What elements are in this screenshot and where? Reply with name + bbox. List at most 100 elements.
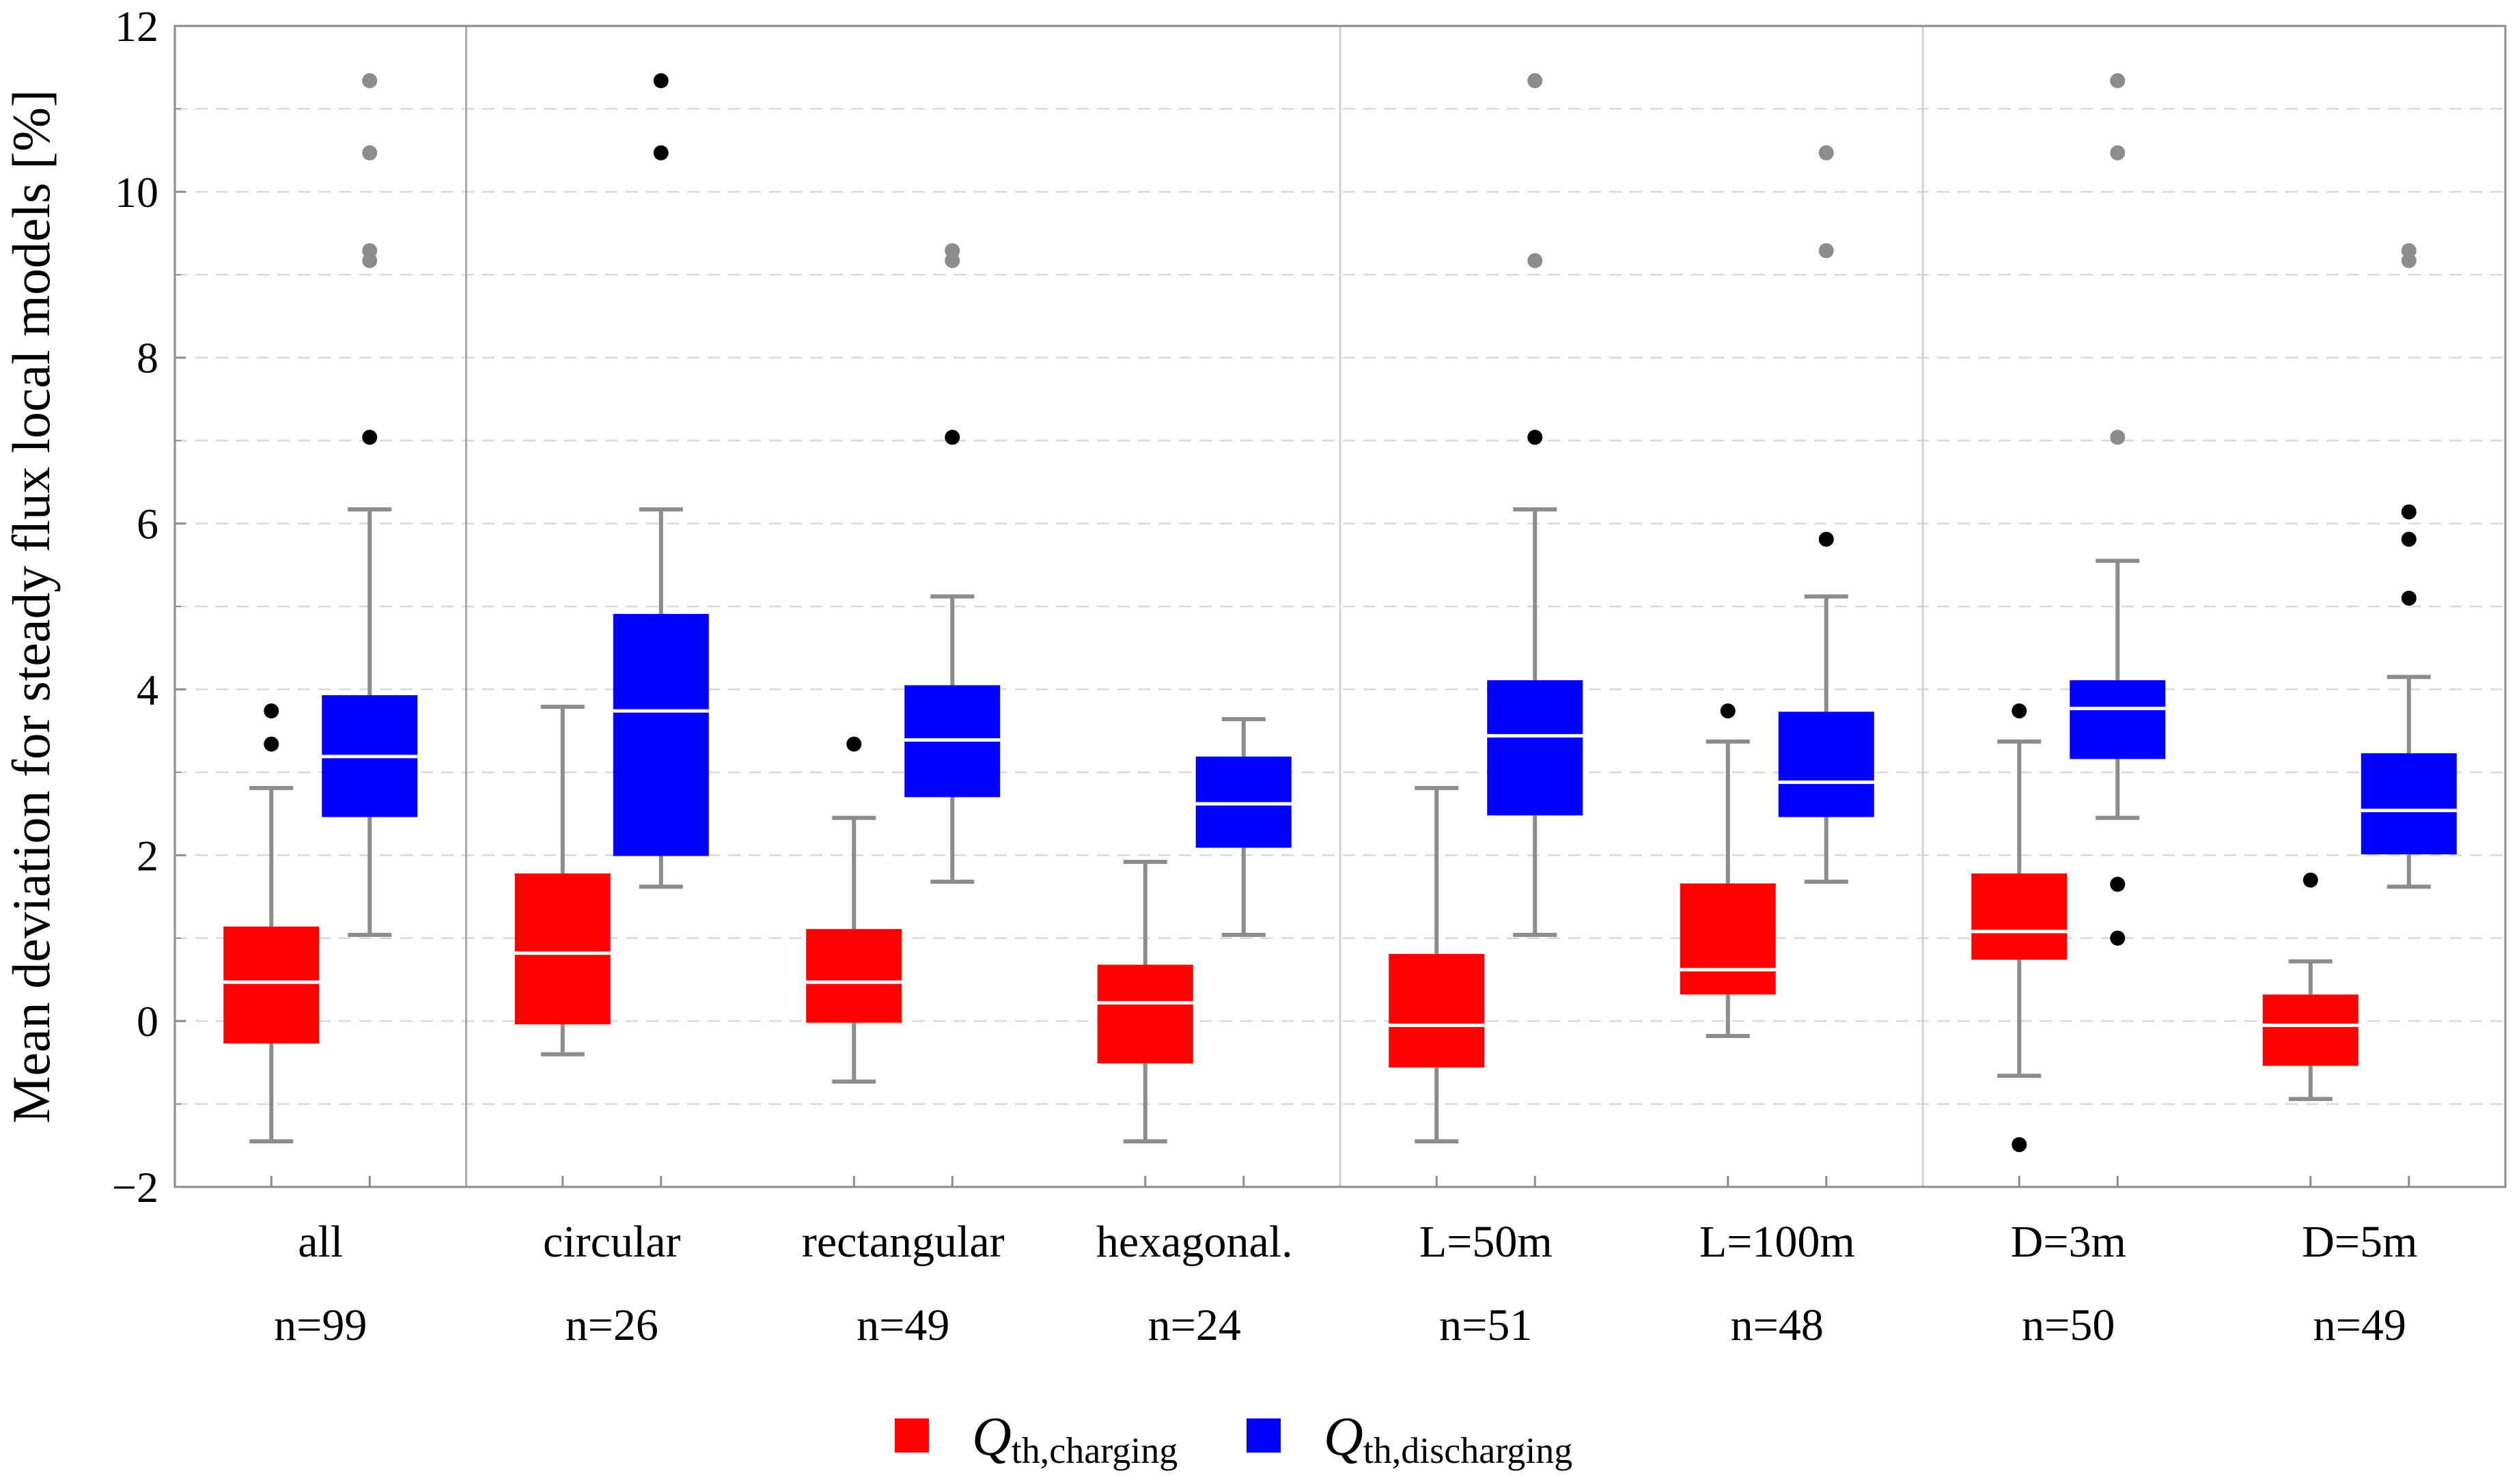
discharging-box bbox=[1195, 717, 1292, 937]
discharging-box bbox=[904, 243, 1001, 884]
discharging-box bbox=[2361, 243, 2457, 889]
outlier-point bbox=[2110, 876, 2126, 892]
charging-box bbox=[514, 704, 611, 1056]
iqr-box bbox=[2070, 680, 2166, 759]
outlier-point bbox=[1818, 243, 1834, 259]
group-L=50m bbox=[1389, 73, 1583, 1144]
y-tick-label: 12 bbox=[115, 2, 158, 51]
iqr-box bbox=[1389, 953, 1485, 1068]
group-all bbox=[223, 73, 418, 1144]
discharging-box bbox=[2070, 73, 2166, 946]
iqr-box bbox=[2262, 994, 2359, 1066]
x-count-label: n=99 bbox=[274, 1300, 367, 1350]
x-count-label: n=50 bbox=[2022, 1300, 2115, 1350]
outlier-point bbox=[2303, 872, 2318, 888]
outlier-point bbox=[653, 73, 669, 89]
x-category-label: L=100m bbox=[1699, 1217, 1855, 1267]
outlier-point bbox=[2110, 930, 2126, 946]
outlier-point bbox=[362, 243, 378, 259]
discharging-box bbox=[613, 73, 709, 889]
outlier-point bbox=[1527, 73, 1543, 89]
legend-item-discharging: Qth,discharging bbox=[1247, 1407, 1572, 1471]
y-tick-label: 6 bbox=[137, 500, 158, 548]
iqr-box bbox=[1097, 964, 1193, 1064]
x-count-label: n=51 bbox=[1439, 1300, 1532, 1350]
x-category-label: L=50m bbox=[1419, 1217, 1553, 1267]
x-count-label: n=26 bbox=[566, 1300, 658, 1350]
y-tick-label: 8 bbox=[137, 334, 158, 382]
outlier-point bbox=[2110, 430, 2126, 445]
x-axis: all n=99 circular n=26 rectangular n=49 hexago… bbox=[270, 1176, 2417, 1350]
outlier-point bbox=[2401, 243, 2417, 259]
box-series bbox=[223, 73, 2457, 1153]
x-count-label: n=24 bbox=[1148, 1300, 1241, 1350]
y-tick-label: −2 bbox=[112, 1163, 158, 1212]
iqr-box bbox=[806, 929, 902, 1023]
outlier-point bbox=[1818, 531, 1834, 547]
group-L=100m bbox=[1680, 145, 1874, 1038]
iqr-box bbox=[1487, 680, 1583, 815]
charging-box bbox=[806, 736, 902, 1084]
x-count-label: n=49 bbox=[857, 1300, 949, 1350]
iqr-box bbox=[1971, 873, 2068, 960]
discharging-box bbox=[1778, 145, 1874, 884]
charging-box bbox=[1097, 860, 1193, 1144]
discharging-box bbox=[1487, 73, 1583, 937]
outlier-point bbox=[264, 736, 279, 752]
x-category-label: hexagonal. bbox=[1096, 1217, 1293, 1267]
iqr-box bbox=[2361, 753, 2457, 855]
x-category-label: D=5m bbox=[2302, 1217, 2417, 1267]
discharging-box bbox=[322, 73, 418, 937]
group-rectangular bbox=[806, 243, 1001, 1084]
y-tick-label: 4 bbox=[137, 665, 158, 714]
iqr-box bbox=[514, 873, 611, 1024]
group-hexagonal. bbox=[1097, 717, 1292, 1144]
x-category-label: D=3m bbox=[2011, 1217, 2126, 1267]
charging-box bbox=[1971, 703, 2068, 1153]
x-count-label: n=48 bbox=[1731, 1300, 1824, 1350]
x-category-label: all bbox=[298, 1217, 343, 1267]
outlier-point bbox=[945, 430, 960, 445]
outlier-point bbox=[2110, 145, 2126, 160]
outlier-point bbox=[1720, 703, 1736, 718]
outlier-point bbox=[653, 145, 669, 160]
outlier-point bbox=[2110, 73, 2126, 89]
y-axis-label: Mean deviation for steady flux local mod… bbox=[1, 89, 61, 1123]
charging-box bbox=[1389, 785, 1485, 1144]
legend-swatch bbox=[895, 1418, 929, 1453]
legend-item-charging: Qth,charging bbox=[895, 1407, 1178, 1471]
group-separators bbox=[465, 26, 1924, 1187]
iqr-box bbox=[1680, 883, 1776, 995]
outlier-point bbox=[264, 703, 279, 718]
charging-box bbox=[2262, 872, 2359, 1102]
iqr-box bbox=[1778, 712, 1874, 817]
x-category-label: circular bbox=[543, 1217, 681, 1267]
outlier-point bbox=[1527, 253, 1543, 268]
charging-box bbox=[223, 703, 320, 1144]
outlier-point bbox=[2012, 1137, 2027, 1153]
outlier-point bbox=[846, 736, 862, 752]
iqr-box bbox=[613, 613, 709, 856]
legend: Qth,charging Qth,discharging bbox=[895, 1407, 1572, 1471]
group-D=3m bbox=[1971, 73, 2166, 1153]
legend-label: Qth,charging bbox=[972, 1407, 1178, 1471]
y-tick-label: 2 bbox=[137, 831, 158, 880]
group-D=5m bbox=[2262, 243, 2457, 1102]
legend-label: Qth,discharging bbox=[1324, 1407, 1572, 1471]
outlier-point bbox=[945, 243, 960, 259]
group-circular bbox=[514, 73, 709, 1056]
outlier-point bbox=[1818, 145, 1834, 160]
y-tick-label: 0 bbox=[137, 997, 158, 1046]
x-count-label: n=49 bbox=[2313, 1300, 2406, 1350]
y-tick-label: 10 bbox=[115, 168, 158, 216]
outlier-point bbox=[2401, 590, 2417, 606]
y-axis: −2 0 2 4 6 8 10 12 bbox=[112, 2, 186, 1212]
iqr-box bbox=[223, 926, 320, 1044]
x-category-label: rectangular bbox=[802, 1217, 1005, 1267]
outlier-point bbox=[2012, 703, 2027, 718]
outlier-point bbox=[362, 430, 378, 445]
legend-swatch bbox=[1247, 1418, 1281, 1453]
outlier-point bbox=[2401, 531, 2417, 547]
charging-box bbox=[1680, 703, 1776, 1038]
